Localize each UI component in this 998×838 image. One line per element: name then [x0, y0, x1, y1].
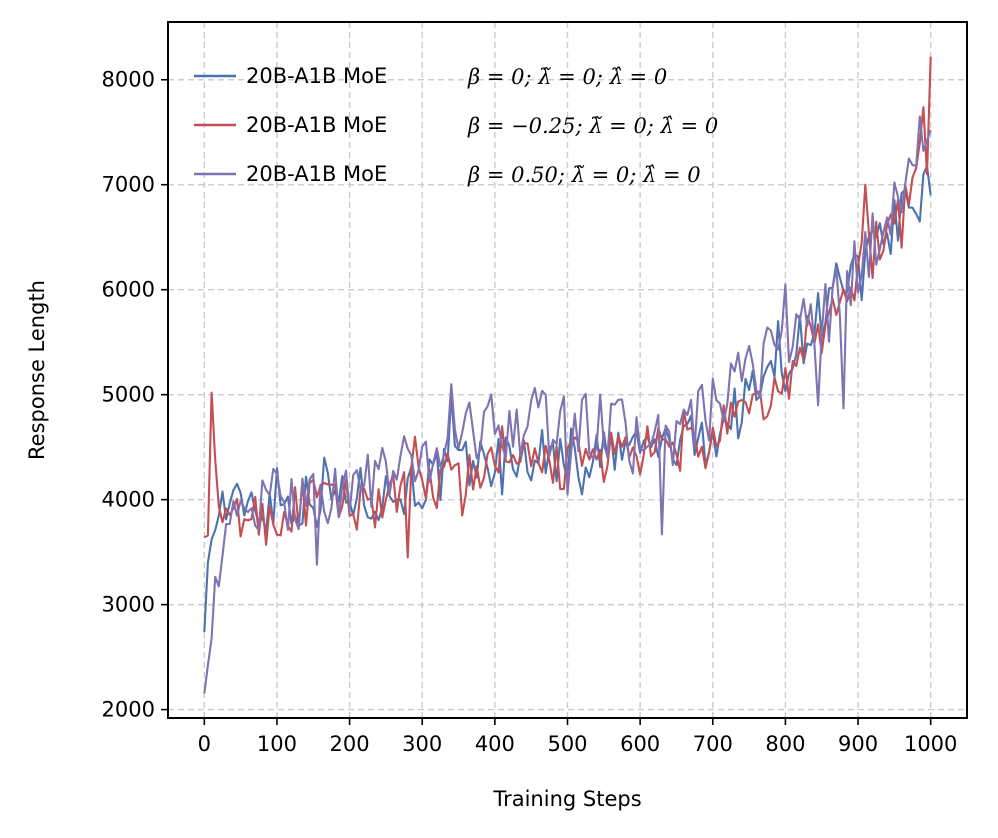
legend-label-2: 20B-A1B MoE	[246, 113, 387, 137]
x-tick-label: 600	[620, 732, 660, 756]
x-tick-label: 0	[198, 732, 211, 756]
series-layer	[203, 56, 932, 694]
x-tick-label: 1000	[904, 732, 957, 756]
x-tick-label: 900	[838, 732, 878, 756]
x-tick-label: 100	[257, 732, 297, 756]
x-tick-label: 800	[765, 732, 805, 756]
series-line-2	[203, 56, 932, 559]
legend-label-3: 20B-A1B MoE	[246, 162, 387, 186]
y-tick-label: 6000	[102, 278, 155, 302]
y-tick-label: 7000	[102, 173, 155, 197]
y-tick-label: 8000	[102, 68, 155, 92]
ticks: 0 100 200 300 400 500 600 700 800 900 1000 2000 3000…	[102, 68, 958, 756]
y-tick-label: 2000	[102, 698, 155, 722]
x-tick-label: 300	[402, 732, 442, 756]
y-axis-title: Response Length	[25, 280, 49, 460]
legend: 20B-A1B MoE β = 0; λ̃ = 0; λ̂ = 0 20B-A1B …	[194, 64, 718, 187]
series-line-3	[203, 115, 932, 694]
x-tick-label: 400	[475, 732, 515, 756]
legend-math-2: β = −0.25; λ̃ = 0; λ̂ = 0	[467, 114, 718, 138]
x-tick-label: 700	[693, 732, 733, 756]
legend-label-1: 20B-A1B MoE	[246, 64, 387, 88]
legend-math-1: β = 0; λ̃ = 0; λ̂ = 0	[467, 65, 667, 89]
y-tick-label: 5000	[102, 383, 155, 407]
legend-math-3: β = 0.50; λ̃ = 0; λ̂ = 0	[467, 163, 701, 187]
x-axis-title: Training Steps	[492, 787, 641, 811]
y-tick-label: 3000	[102, 593, 155, 617]
x-tick-label: 500	[547, 732, 587, 756]
y-tick-label: 4000	[102, 488, 155, 512]
x-tick-label: 200	[330, 732, 370, 756]
grid	[168, 22, 967, 718]
